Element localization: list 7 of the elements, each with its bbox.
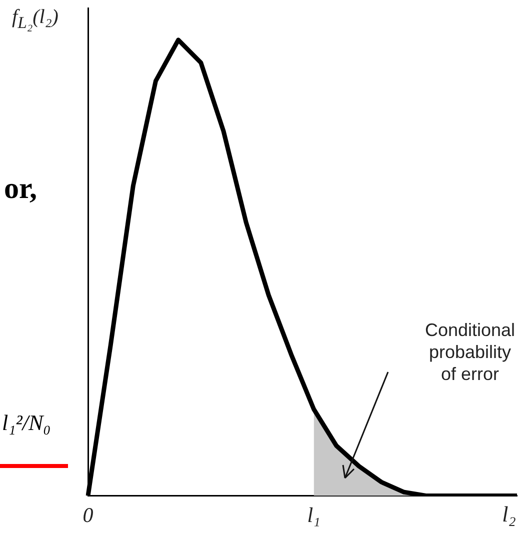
annotation: Conditional probability of error: [424, 320, 516, 384]
x-tick-label: l₁: [307, 502, 320, 527]
y-axis-title: f$_{L₂}$(l₂): [12, 6, 58, 33]
text: l₁²/N₀: [2, 410, 51, 436]
text: or,: [4, 172, 38, 206]
x-axis-title: l₂: [502, 502, 516, 527]
x-tick-label: 0: [82, 502, 94, 527]
